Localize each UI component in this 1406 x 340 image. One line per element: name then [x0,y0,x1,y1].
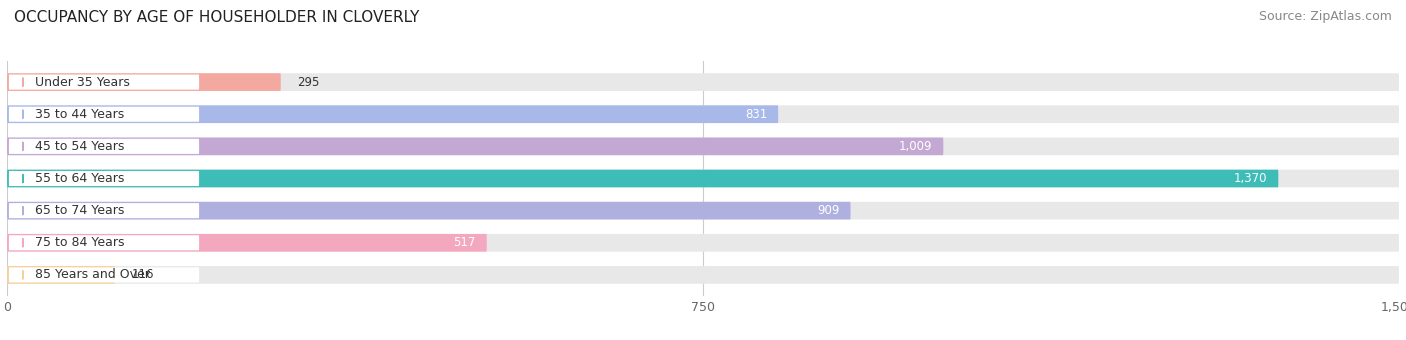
Text: 517: 517 [453,236,475,249]
Text: OCCUPANCY BY AGE OF HOUSEHOLDER IN CLOVERLY: OCCUPANCY BY AGE OF HOUSEHOLDER IN CLOVE… [14,10,419,25]
Text: Source: ZipAtlas.com: Source: ZipAtlas.com [1258,10,1392,23]
Text: Under 35 Years: Under 35 Years [35,75,129,89]
FancyBboxPatch shape [7,202,851,220]
Text: 65 to 74 Years: 65 to 74 Years [35,204,124,217]
FancyBboxPatch shape [7,202,1399,220]
FancyBboxPatch shape [7,73,1399,91]
FancyBboxPatch shape [8,267,200,283]
FancyBboxPatch shape [8,107,200,122]
Text: 1,370: 1,370 [1233,172,1267,185]
FancyBboxPatch shape [7,137,943,155]
FancyBboxPatch shape [8,74,200,90]
Text: 909: 909 [817,204,839,217]
FancyBboxPatch shape [7,105,1399,123]
FancyBboxPatch shape [7,137,1399,155]
Text: 55 to 64 Years: 55 to 64 Years [35,172,124,185]
FancyBboxPatch shape [8,203,200,218]
FancyBboxPatch shape [8,139,200,154]
Text: 1,009: 1,009 [898,140,932,153]
FancyBboxPatch shape [7,105,778,123]
FancyBboxPatch shape [8,235,200,250]
Text: 45 to 54 Years: 45 to 54 Years [35,140,124,153]
FancyBboxPatch shape [7,170,1399,187]
Text: 35 to 44 Years: 35 to 44 Years [35,108,124,121]
FancyBboxPatch shape [7,234,1399,252]
FancyBboxPatch shape [7,73,281,91]
FancyBboxPatch shape [7,170,1278,187]
FancyBboxPatch shape [8,171,200,186]
Text: 295: 295 [298,75,319,89]
Text: 85 Years and Over: 85 Years and Over [35,268,150,282]
FancyBboxPatch shape [7,266,115,284]
FancyBboxPatch shape [7,234,486,252]
Text: 116: 116 [131,268,153,282]
Text: 75 to 84 Years: 75 to 84 Years [35,236,124,249]
Text: 831: 831 [745,108,768,121]
FancyBboxPatch shape [7,266,1399,284]
